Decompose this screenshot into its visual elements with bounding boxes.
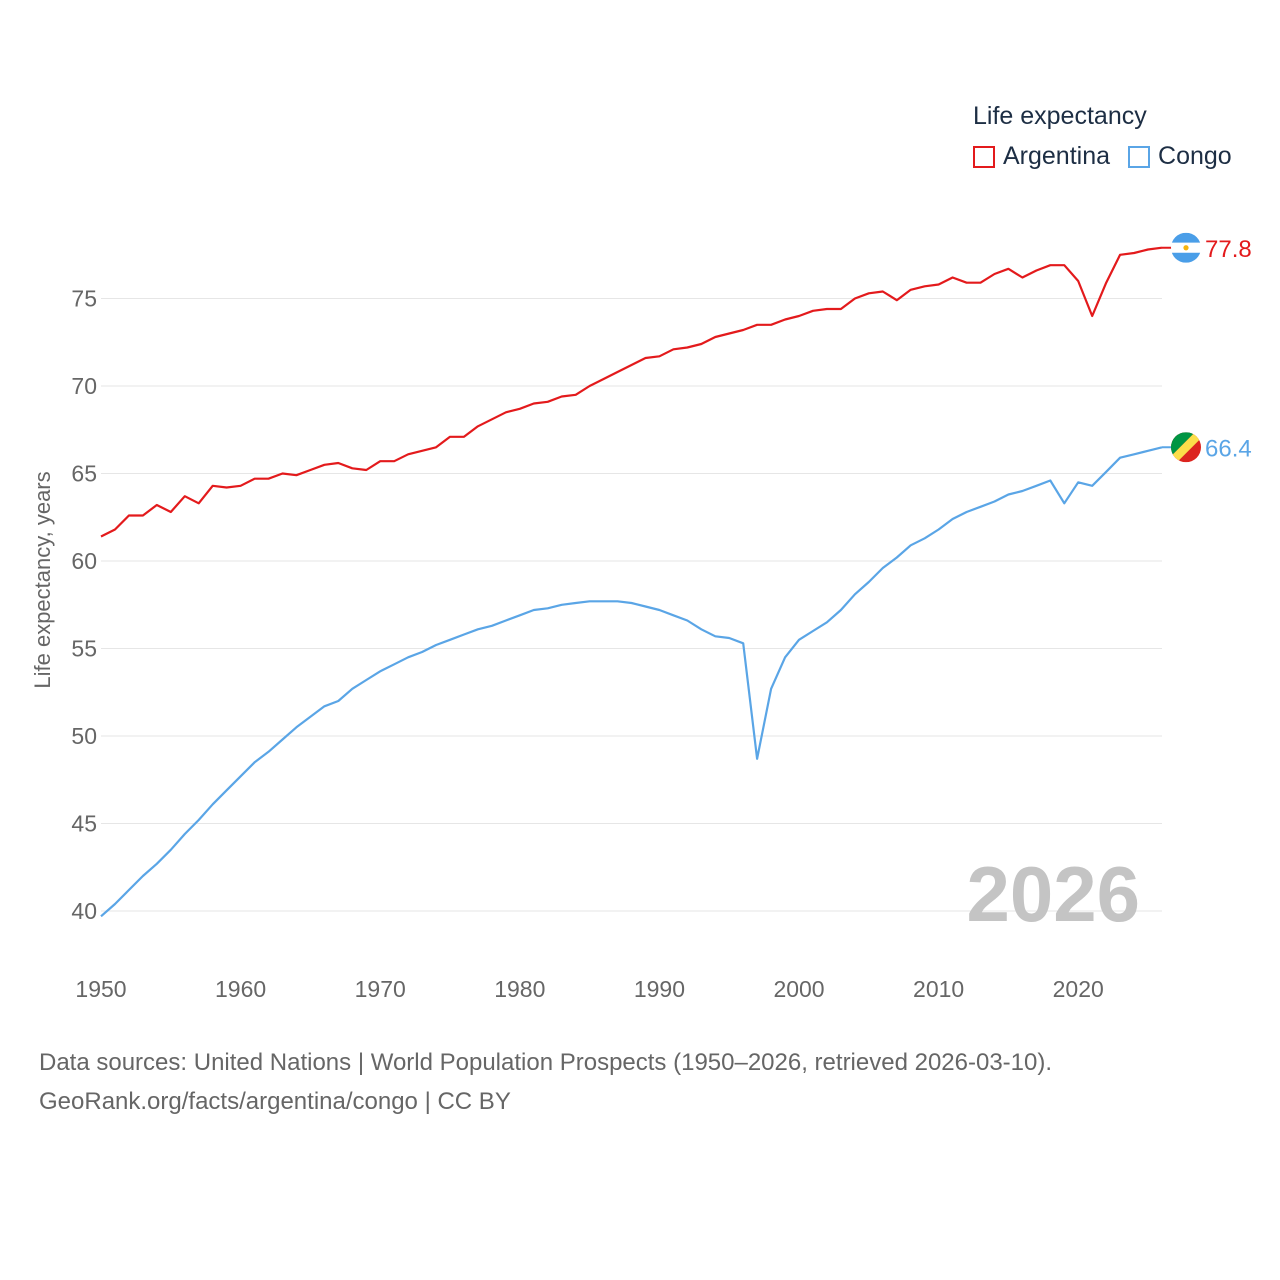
congo-flag-icon [1171, 432, 1201, 463]
legend-title: Life expectancy [973, 102, 1147, 130]
legend-swatch-argentina [973, 145, 995, 168]
end-label-argentina: 77.8 [1205, 236, 1252, 263]
legend-items: Argentina Congo [973, 142, 1250, 171]
y-tick-label-70: 70 [71, 373, 97, 399]
legend-item-congo[interactable]: Congo [1128, 142, 1232, 171]
legend: Life expectancy Argentina Congo [973, 100, 1250, 171]
argentina-flag-body [1171, 232, 1201, 263]
legend-swatch-congo [1128, 145, 1151, 168]
x-tick-label-1950: 1950 [75, 976, 126, 1002]
congo-flag-yellow [1171, 432, 1201, 463]
x-tick-label-1960: 1960 [215, 976, 266, 1002]
legend-item-argentina[interactable]: Argentina [973, 142, 1110, 171]
congo-flag-body [1171, 432, 1201, 463]
y-tick-label-75: 75 [71, 286, 97, 312]
legend-label-congo: Congo [1158, 142, 1232, 170]
argentina-flag-sun [1183, 245, 1189, 251]
attribution-link[interactable]: GeoRank.org/facts/argentina/congo | CC B… [39, 1088, 511, 1115]
argentina-flag-icon [1171, 232, 1201, 263]
legend-label-argentina: Argentina [1003, 142, 1111, 170]
gridlines [101, 298, 1162, 912]
series-line-argentina [100, 246, 1163, 538]
footer: Data sources: United Nations | World Pop… [39, 1043, 1052, 1121]
y-tick-label-40: 40 [71, 898, 97, 924]
y-tick-label-50: 50 [71, 723, 97, 749]
x-tick-label-1970: 1970 [355, 976, 406, 1002]
end-label-congo: 66.4 [1205, 435, 1252, 462]
y-tick-label-65: 65 [71, 461, 97, 487]
argentina-flag-top [1171, 232, 1201, 243]
argentina-flag-bottom [1171, 252, 1201, 263]
y-tick-label-45: 45 [71, 811, 97, 837]
x-tick-label-1990: 1990 [634, 976, 685, 1002]
x-tick-label-2020: 2020 [1053, 976, 1104, 1002]
x-tick-label-1980: 1980 [494, 976, 545, 1002]
y-axis-ticks: 40 45 50 55 60 65 70 75 [71, 286, 97, 925]
y-tick-label-60: 60 [71, 548, 97, 574]
current-year-watermark: 2026 [966, 850, 1140, 938]
end-labels: 77.8 66.4 [1205, 236, 1252, 463]
data-source-note: Data sources: United Nations | World Pop… [39, 1049, 1053, 1076]
y-tick-label-55: 55 [71, 636, 97, 662]
series-line-congo [100, 446, 1163, 918]
y-axis-title: Life expectancy, years [30, 471, 55, 688]
x-tick-label-2010: 2010 [913, 976, 964, 1002]
x-axis-ticks: 1950 1960 1970 1980 1990 2000 2010 2020 [75, 976, 1103, 1002]
x-tick-label-2000: 2000 [773, 976, 824, 1002]
series-lines [100, 246, 1172, 918]
